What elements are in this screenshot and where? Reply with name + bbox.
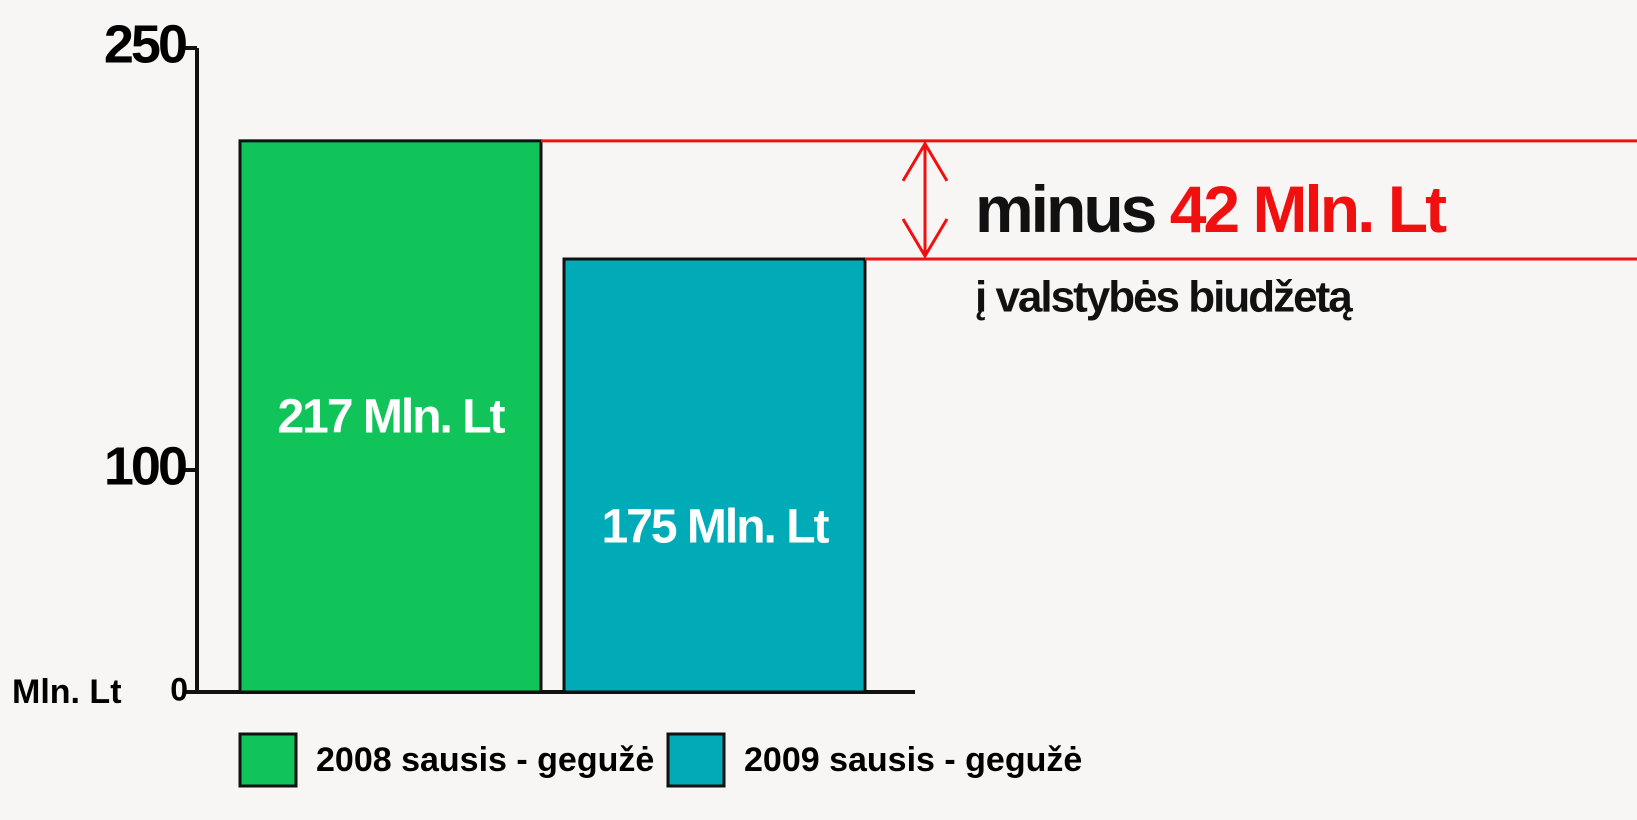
annotation-prefix: minus xyxy=(975,172,1155,246)
arrow-head xyxy=(901,218,949,259)
y-tick-label: 0 xyxy=(170,671,187,707)
value-label: 217 Mln. Lt xyxy=(277,391,505,444)
bar xyxy=(562,257,867,694)
y-axis-label: Mln. Lt xyxy=(12,673,122,711)
legend-label: 2008 sausis - gegužė xyxy=(316,741,654,779)
y-tick-label: 250 xyxy=(104,14,186,74)
value-label: 175 Mln. Lt xyxy=(601,501,829,554)
arrow-head xyxy=(901,140,949,182)
y-tick-label: 100 xyxy=(104,436,186,496)
annotation-value: 42 Mln. Lt xyxy=(1170,172,1447,246)
bar xyxy=(238,139,543,694)
legend-swatch xyxy=(666,732,726,788)
legend-label: 2009 sausis - gegužė xyxy=(744,741,1082,779)
annotation-title: minus 42 Mln. Lt xyxy=(975,172,1447,246)
annotation-note: į valstybės biudžetą xyxy=(975,273,1353,322)
legend-swatch xyxy=(238,732,298,788)
